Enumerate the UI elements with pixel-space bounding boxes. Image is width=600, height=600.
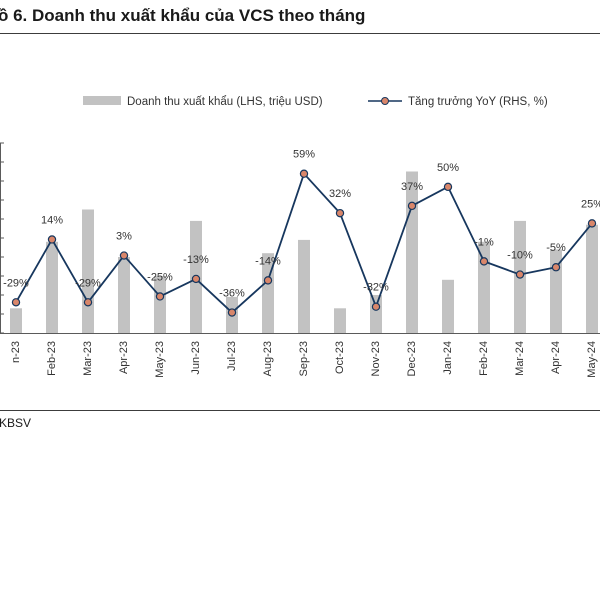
- yoy-point-Aug-23: [263, 276, 273, 285]
- bar-Apr-24: [550, 249, 562, 333]
- legend-line-label: Tăng trưởng YoY (RHS, %): [408, 96, 548, 108]
- yoy-label-Apr-24: -5%: [546, 242, 566, 254]
- yoy-label-Jan-24: 50%: [437, 162, 459, 174]
- bar-Jan-24: [442, 279, 454, 333]
- footer-divider: [0, 410, 600, 411]
- bar-Nov-23: [370, 295, 382, 333]
- chart-title: ồ 6. Doanh thu xuất khẩu của VCS theo th…: [0, 6, 366, 25]
- x-label-Feb-23: Feb-23: [46, 341, 58, 376]
- yoy-label-Jul-23: -36%: [219, 288, 245, 300]
- x-label-Mar-23: Mar-23: [82, 341, 94, 376]
- legend-bar-swatch: [83, 96, 121, 105]
- yoy-label-May-23: -25%: [147, 271, 173, 283]
- bar-Oct-23: [334, 308, 346, 333]
- yoy-points: [11, 169, 597, 317]
- yoy-point-Jan-23: [11, 298, 21, 307]
- yoy-point-Feb-23: [47, 235, 57, 244]
- bar-Sep-23: [298, 239, 310, 333]
- yoy-label-Apr-23: 3%: [116, 231, 132, 243]
- title-divider: [0, 33, 600, 34]
- x-label-Nov-23: Nov-23: [370, 341, 382, 376]
- x-label-Oct-23: Oct-23: [334, 341, 346, 374]
- source-note: KBSV: [0, 416, 32, 430]
- yoy-label-Sep-23: 59%: [293, 149, 315, 161]
- x-label-Dec-23: Dec-23: [406, 341, 418, 376]
- x-label-Mar-24: Mar-24: [514, 341, 526, 376]
- yoy-point-Apr-23: [119, 251, 129, 260]
- yoy-point-Jul-23: [227, 308, 237, 317]
- x-label-Feb-24: Feb-24: [478, 341, 490, 376]
- yoy-label-May-24: 25%: [581, 198, 600, 210]
- yoy-label-Oct-23: 32%: [329, 188, 351, 200]
- x-label-Apr-24: Apr-24: [550, 341, 562, 374]
- yoy-label-Mar-23: -29%: [75, 277, 101, 289]
- yoy-point-Jun-23: [191, 274, 201, 284]
- x-label-Apr-23: Apr-23: [118, 341, 130, 374]
- yoy-point-Sep-23: [299, 169, 309, 178]
- yoy-label-Feb-23: 14%: [41, 214, 63, 226]
- yoy-point-Feb-24: [479, 257, 489, 266]
- yoy-point-Nov-23: [371, 302, 381, 311]
- legend-bar-label: Doanh thu xuất khẩu (LHS, triệu USD): [127, 96, 323, 108]
- yoy-label-Jun-23: -13%: [183, 254, 209, 266]
- x-label-Jan-23: n-23: [10, 341, 22, 363]
- chart: Doanh thu xuất khẩu (LHS, triệu USD) Tăn…: [0, 96, 600, 378]
- yoy-point-Oct-23: [335, 208, 345, 218]
- x-label-Sep-23: Sep-23: [298, 341, 310, 376]
- yoy-point-May-23: [155, 292, 165, 301]
- bar-Dec-23: [406, 171, 418, 333]
- bar-Jan-23: [10, 308, 22, 333]
- x-label-Aug-23: Aug-23: [262, 341, 274, 376]
- bar-Mar-23: [82, 209, 94, 333]
- yoy-label-Jan-23: -29%: [3, 277, 29, 289]
- yoy-point-Apr-24: [551, 263, 561, 272]
- yoy-point-Dec-23: [407, 201, 417, 211]
- yoy-label-Nov-23: -32%: [363, 282, 389, 294]
- x-label-May-23: May-23: [154, 341, 166, 378]
- yoy-point-Mar-23: [83, 298, 93, 307]
- x-label-May-24: May-24: [586, 341, 598, 378]
- yoy-label-Dec-23: 37%: [401, 181, 423, 193]
- bar-May-23: [154, 276, 166, 333]
- x-label-Jan-24: Jan-24: [442, 341, 454, 375]
- legend-line-marker: [381, 97, 389, 105]
- yoy-label-Aug-23: -14%: [255, 255, 281, 267]
- bar-Feb-23: [46, 241, 58, 333]
- yoy-point-Jan-24: [443, 182, 453, 192]
- x-label-Jun-23: Jun-23: [190, 341, 202, 375]
- yoy-point-Mar-24: [515, 270, 525, 279]
- x-label-Jul-23: Jul-23: [226, 341, 238, 371]
- yoy-point-May-24: [587, 219, 597, 228]
- x-axis-labels: n-23 Feb-23 Mar-23 Apr-23 May-23 Jun-23 Jul-23…: [10, 341, 598, 378]
- legend: Doanh thu xuất khẩu (LHS, triệu USD) Tăn…: [83, 96, 548, 108]
- bar-May-24: [586, 224, 598, 333]
- yoy-label-Mar-24: -10%: [507, 250, 533, 262]
- yoy-label-Feb-24: -1%: [474, 236, 494, 248]
- bar-Apr-23: [118, 257, 130, 333]
- yoy-data-labels: -29% 14% -29% 3% -25% -13% -36% -14% 59% 32% -32% 3…: [3, 149, 600, 300]
- bar-Feb-24: [478, 241, 490, 333]
